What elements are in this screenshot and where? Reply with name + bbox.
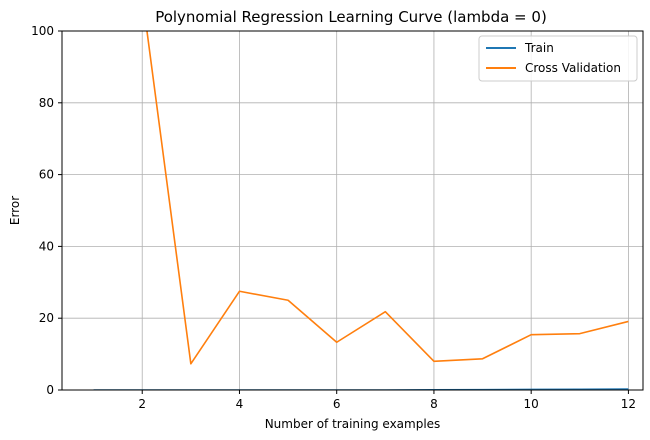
y-axis-title: Error <box>8 196 22 225</box>
grid <box>62 30 643 391</box>
legend-box <box>478 35 638 82</box>
y-tick-label: 100 <box>31 24 54 38</box>
series-line-cross-validation <box>146 31 629 365</box>
x-axis-title: Number of training examples <box>265 417 441 431</box>
x-tick-label: 12 <box>621 397 636 411</box>
series-line-train <box>93 388 629 390</box>
x-tick-label: 2 <box>138 397 146 411</box>
legend: Train Cross Validation <box>478 35 638 82</box>
x-tick-label: 4 <box>236 397 244 411</box>
legend-label-cross-validation: Cross Validation <box>525 61 621 75</box>
x-tick-label: 6 <box>333 397 341 411</box>
axis-ticks: 2 4 6 8 10 12 0 20 40 60 80 100 <box>31 24 636 411</box>
legend-label-train: Train <box>524 41 554 55</box>
y-tick-label: 80 <box>39 96 54 110</box>
y-tick-label: 60 <box>39 168 54 182</box>
chart-title: Polynomial Regression Learning Curve (la… <box>155 8 547 26</box>
y-tick-label: 40 <box>39 239 54 253</box>
y-tick-label: 0 <box>46 383 54 397</box>
x-tick-label: 10 <box>524 397 539 411</box>
x-tick-label: 8 <box>430 397 438 411</box>
plot-frame <box>61 30 644 391</box>
y-tick-label: 20 <box>39 311 54 325</box>
